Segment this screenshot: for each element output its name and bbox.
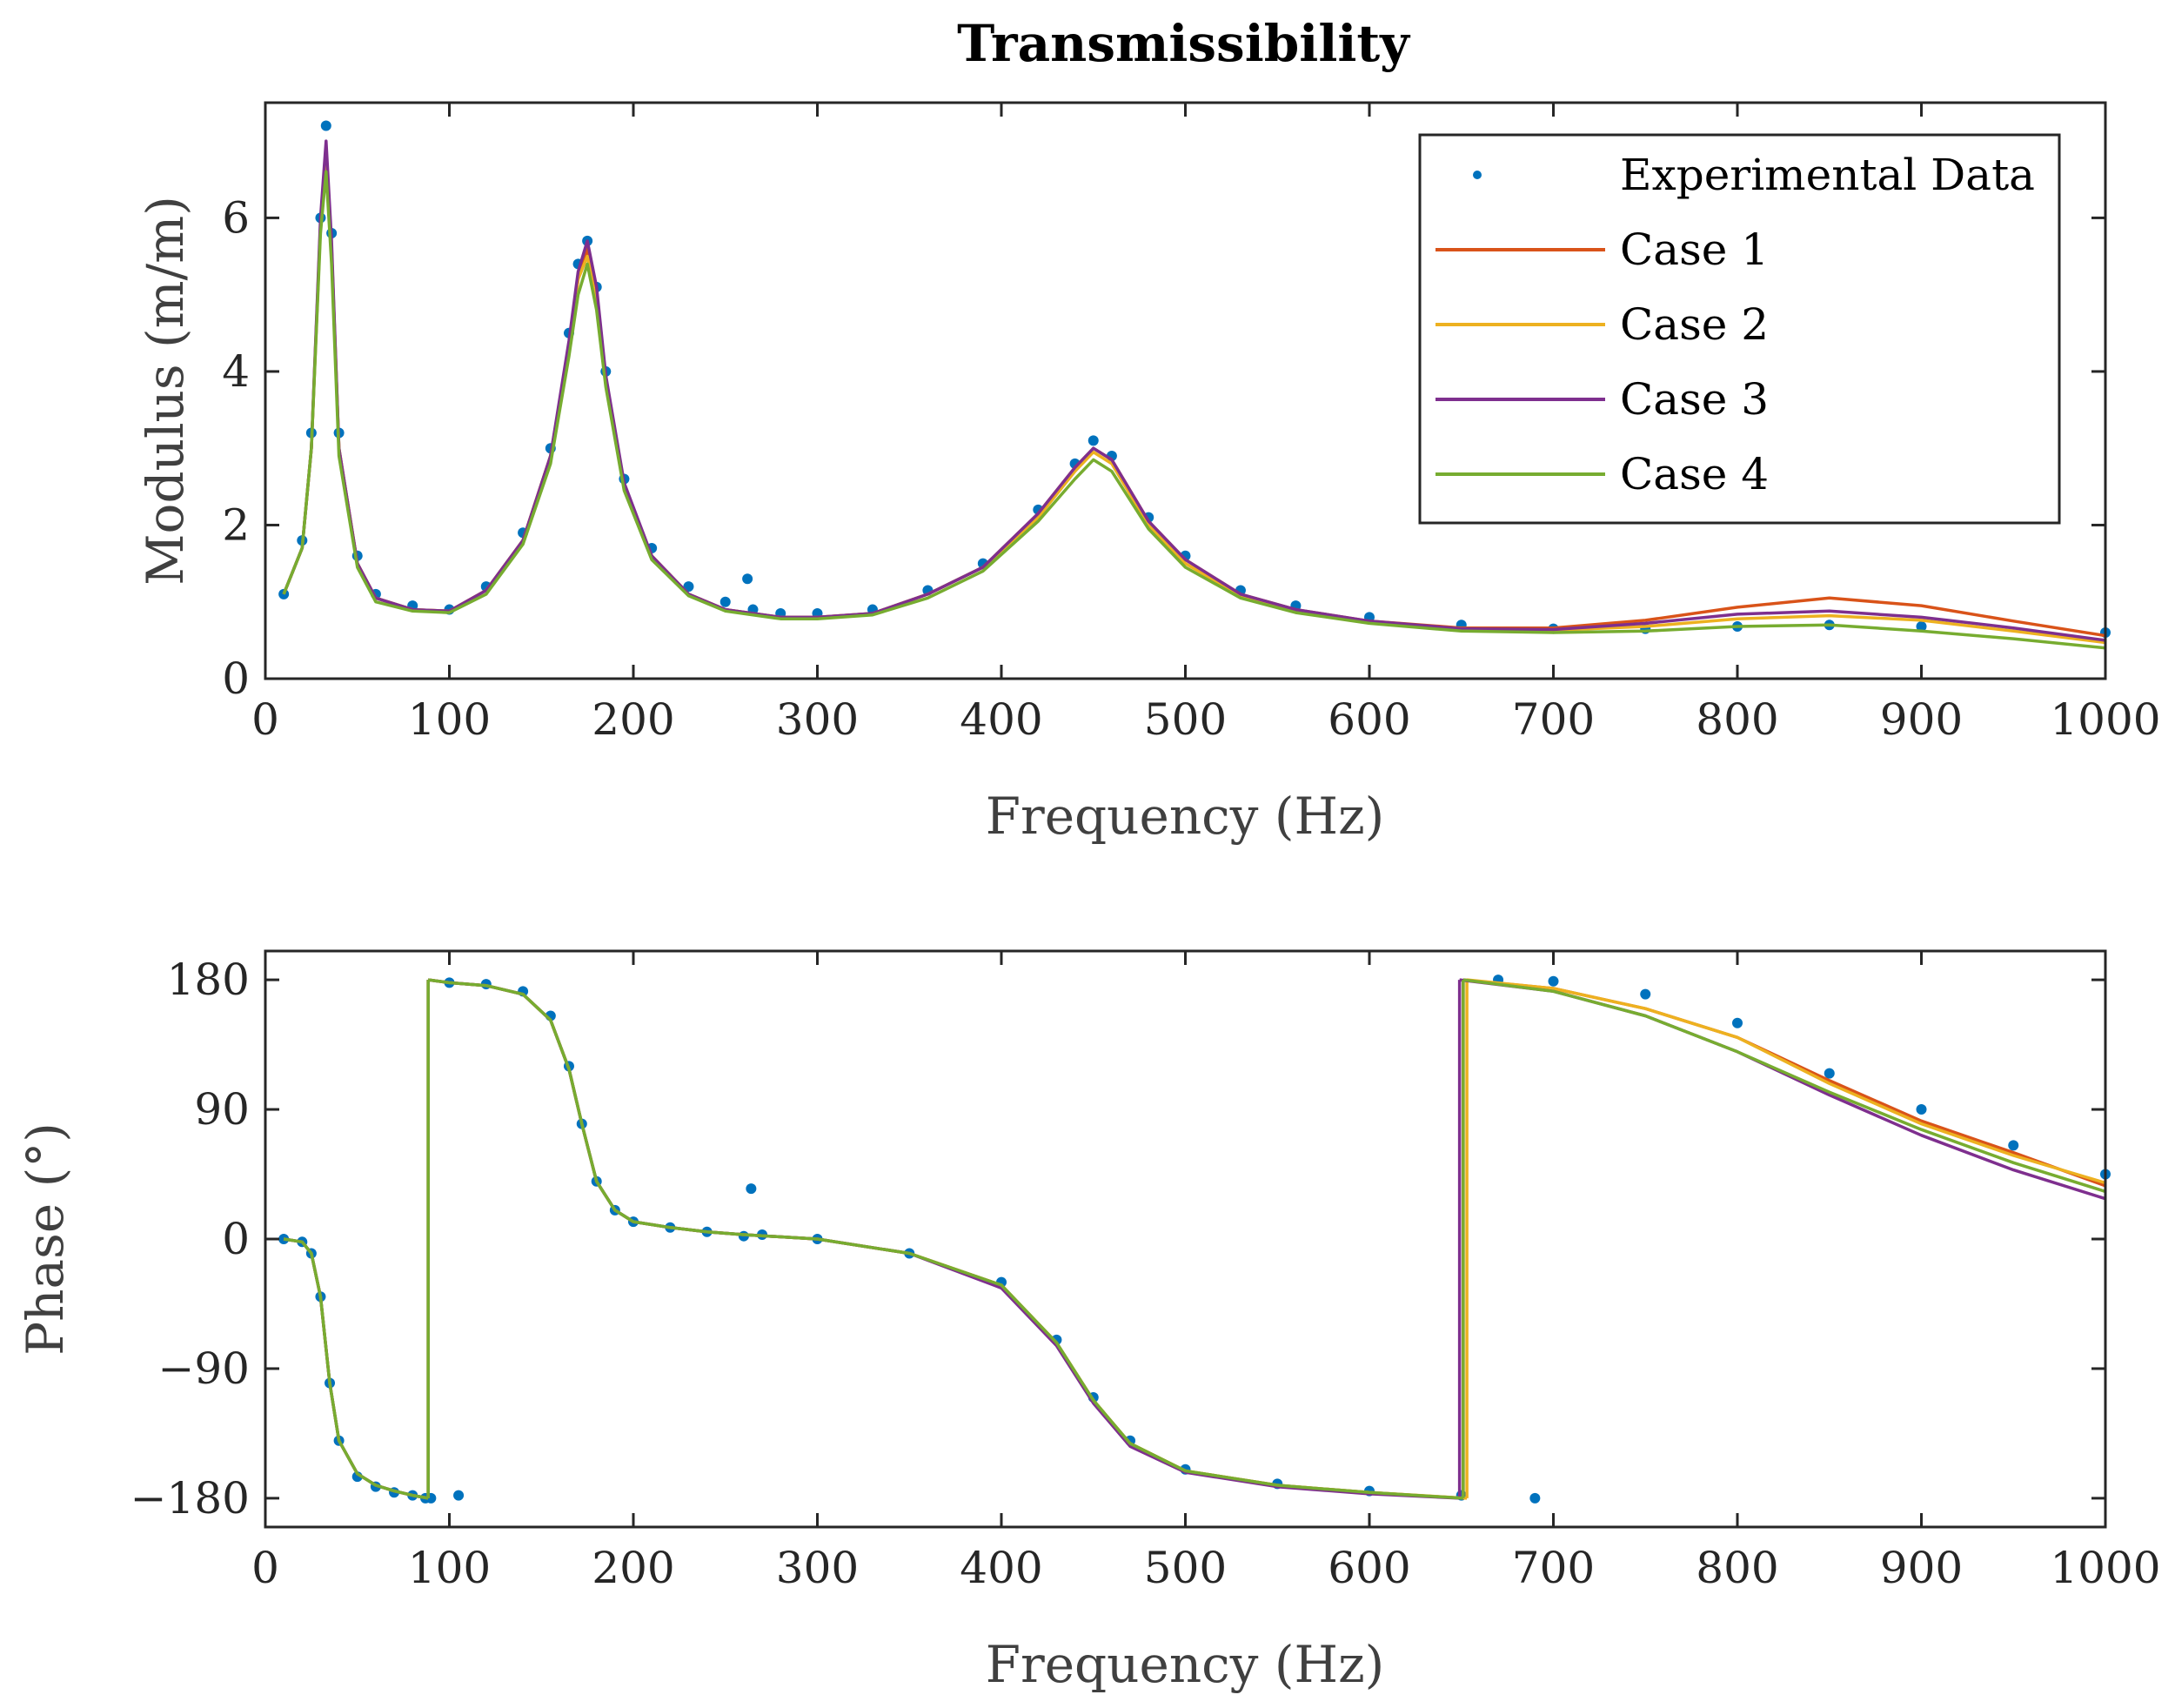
x-tick-label: 300 xyxy=(776,1543,859,1593)
chart-title: Transmissibility xyxy=(957,14,1411,73)
experimental-data-point xyxy=(1824,1068,1835,1079)
legend-label-experimental-data: Experimental Data xyxy=(1620,150,2035,200)
x-tick-label: 700 xyxy=(1512,694,1595,745)
legend-box xyxy=(1418,133,2061,525)
x-tick-label: 600 xyxy=(1328,1543,1410,1593)
case-1-line xyxy=(283,978,2106,1500)
x-tick-label: 1000 xyxy=(2050,1543,2160,1593)
x-tick-label: 500 xyxy=(1144,1543,1227,1593)
x-tick-label: 200 xyxy=(592,1543,674,1593)
phase-plot-area xyxy=(278,975,2111,1504)
modulus-plot-area xyxy=(278,120,2111,650)
case-2-line xyxy=(283,978,2106,1500)
phase-x-axis-label: Frequency (Hz) xyxy=(986,1635,1385,1694)
experimental-data-point xyxy=(320,120,331,131)
phase-y-axis-label: Phase (°) xyxy=(16,1122,75,1356)
x-tick-label: 700 xyxy=(1512,1543,1595,1593)
experimental-data-point xyxy=(1916,620,1927,632)
x-tick-label: 0 xyxy=(251,694,279,745)
experimental-data-point xyxy=(453,1490,465,1501)
legend-marker-experimental-data xyxy=(1473,171,1482,179)
y-tick-label: −90 xyxy=(157,1343,250,1394)
y-tick-label: 0 xyxy=(222,653,250,704)
experimental-data-point xyxy=(1916,1104,1927,1115)
x-tick-label: 900 xyxy=(1880,1543,1963,1593)
y-tick-label: 0 xyxy=(222,1214,250,1264)
x-tick-label: 400 xyxy=(960,694,1042,745)
legend-label-case-1: Case 1 xyxy=(1620,224,1769,275)
x-tick-label: 600 xyxy=(1328,694,1410,745)
y-tick-label: 4 xyxy=(222,346,250,397)
experimental-data-point xyxy=(742,573,753,585)
case-3-line xyxy=(283,978,2106,1500)
phase-axes-frame xyxy=(264,949,2107,1529)
experimental-data-points xyxy=(278,975,2111,1504)
legend-label-case-4: Case 4 xyxy=(1620,449,1769,499)
legend: Experimental Data Case 1 Case 2 Case 3 Case … xyxy=(1418,133,2061,525)
experimental-data-point xyxy=(1088,435,1099,446)
x-tick-label: 300 xyxy=(776,694,859,745)
x-tick-label: 500 xyxy=(1144,694,1227,745)
x-tick-label: 0 xyxy=(251,1543,279,1593)
y-tick-label: 2 xyxy=(222,499,250,550)
x-tick-label: 800 xyxy=(1696,1543,1778,1593)
legend-label-case-3: Case 3 xyxy=(1620,374,1769,425)
x-tick-label: 200 xyxy=(592,694,674,745)
experimental-data-point xyxy=(746,1183,757,1195)
modulus-y-axis-label: Modulus (m/m) xyxy=(136,196,195,586)
x-tick-label: 400 xyxy=(960,1543,1042,1593)
y-tick-label: 6 xyxy=(222,192,250,243)
case-4-line xyxy=(282,170,2106,650)
x-tick-label: 900 xyxy=(1880,694,1963,745)
case-4-line xyxy=(283,978,2106,1500)
experimental-data-point xyxy=(683,581,694,593)
modulus-x-axis-label: Frequency (Hz) xyxy=(986,787,1385,846)
x-tick-label: 100 xyxy=(408,1543,491,1593)
experimental-data-point xyxy=(2008,1140,2019,1151)
y-tick-label: −180 xyxy=(130,1473,250,1524)
x-tick-label: 100 xyxy=(408,694,491,745)
phase-ticks: 0 100 200 300 400 500 600 700 800 900 1000180900−9… xyxy=(130,951,2161,1593)
experimental-data-point xyxy=(1732,1017,1743,1028)
y-tick-label: 90 xyxy=(194,1084,250,1135)
experimental-data-point xyxy=(1640,988,1651,1000)
x-tick-label: 800 xyxy=(1696,694,1778,745)
modulus-ticks: 0 100 200 300 400 500 600 700 800 900 1000 0 2 4 6 xyxy=(222,103,2161,745)
x-tick-label: 1000 xyxy=(2050,694,2160,745)
modulus-panel: 0 100 200 300 400 500 600 700 800 900 1000 0 2 4 6 Fre… xyxy=(136,101,2161,846)
experimental-data-point xyxy=(1529,1492,1541,1504)
experimental-data-point xyxy=(719,596,731,607)
legend-label-case-2: Case 2 xyxy=(1620,299,1769,350)
experimental-data-point xyxy=(1548,975,1559,987)
phase-panel: 0 100 200 300 400 500 600 700 800 900 1000180900−9… xyxy=(16,949,2161,1694)
y-tick-label: 180 xyxy=(167,954,250,1005)
